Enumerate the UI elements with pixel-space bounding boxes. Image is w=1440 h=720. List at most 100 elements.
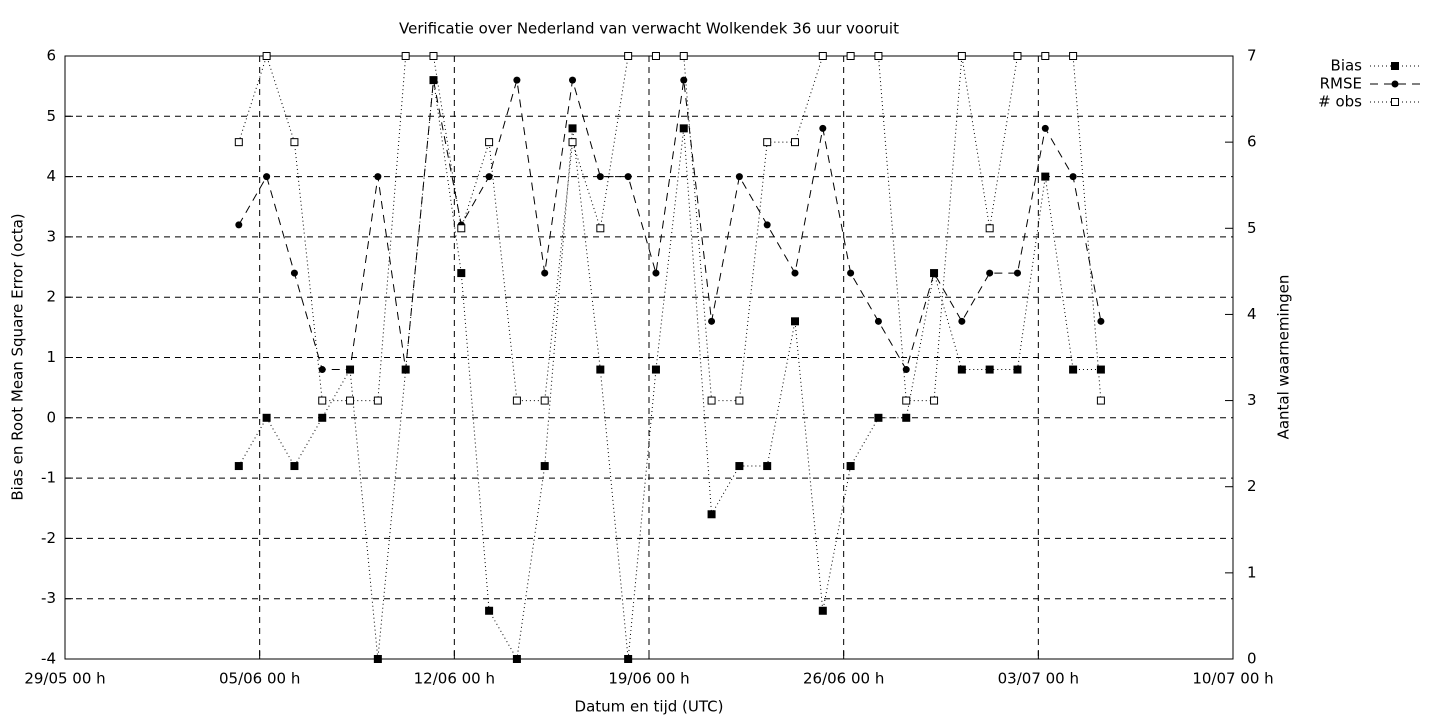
series-line (238, 54, 1102, 402)
data-point (540, 462, 549, 471)
data-point (1041, 124, 1049, 132)
legend-label: Bias (1331, 57, 1363, 75)
data-point (263, 173, 271, 181)
y2-tick-label: 2 (1247, 477, 1257, 495)
data-point (624, 655, 633, 663)
data-point (651, 52, 660, 60)
data-point (791, 138, 799, 147)
y2-tick-label: 3 (1247, 391, 1257, 409)
data-point (512, 396, 521, 405)
data-point (262, 52, 271, 60)
x-tick-label: 03/07 00 h (998, 670, 1079, 688)
data-point (457, 269, 466, 278)
data-point (596, 173, 604, 181)
data-point (402, 366, 410, 374)
y2-tick-label: 6 (1247, 133, 1257, 151)
data-point (290, 462, 299, 471)
data-point (902, 366, 910, 374)
data-point (1096, 365, 1105, 374)
data-point (791, 269, 799, 277)
data-point (679, 52, 688, 60)
x-tick-label: 05/06 00 h (219, 670, 300, 688)
data-point (818, 52, 827, 60)
data-point (290, 138, 299, 147)
legend-marker (1391, 80, 1399, 88)
legend-label: # obs (1318, 93, 1362, 111)
data-point (874, 52, 883, 60)
data-point (986, 269, 994, 277)
data-point (847, 269, 855, 277)
x-tick-label: 29/05 00 h (24, 670, 105, 688)
data-point (930, 396, 939, 405)
data-point (346, 396, 355, 405)
data-point (846, 462, 855, 471)
data-point (318, 396, 327, 405)
data-point (512, 655, 521, 663)
data-point (624, 52, 633, 60)
y-tick-label: -1 (41, 469, 56, 487)
data-point (513, 76, 521, 84)
data-point (985, 224, 994, 233)
data-point (429, 76, 437, 84)
data-point (1069, 365, 1078, 374)
data-point (679, 124, 688, 133)
data-point (596, 365, 605, 374)
data-point (763, 462, 772, 471)
y2-tick-label: 7 (1247, 47, 1257, 65)
data-point (763, 221, 771, 229)
data-point (541, 269, 549, 277)
series-line (238, 80, 1101, 661)
data-point (234, 138, 243, 147)
data-point (902, 413, 911, 422)
data-point (818, 606, 827, 615)
data-point (819, 124, 827, 132)
data-point (735, 173, 743, 181)
data-point (1097, 317, 1105, 325)
y-tick-label: 2 (46, 288, 56, 306)
x-tick-label: 19/06 00 h (608, 670, 689, 688)
data-point (1069, 52, 1078, 60)
chart-title: Verificatie over Nederland van verwacht … (399, 20, 899, 38)
data-point (763, 138, 772, 147)
data-point (234, 462, 243, 471)
data-point (985, 365, 994, 374)
y2-tick-label: 4 (1247, 305, 1257, 323)
data-point (791, 317, 799, 326)
data-point (735, 462, 744, 471)
data-point (373, 655, 382, 663)
data-point (930, 269, 938, 277)
data-point (429, 52, 438, 60)
data-point (1096, 396, 1105, 405)
data-point (707, 396, 716, 405)
y-tick-label: 6 (46, 47, 56, 65)
data-point (874, 413, 883, 422)
data-point (1041, 172, 1050, 181)
data-point (569, 76, 577, 84)
y2-tick-label: 1 (1247, 563, 1257, 581)
y2-axis-label: Aantal waarnemingen (1275, 275, 1293, 440)
data-point (680, 76, 688, 84)
data-point (624, 173, 632, 181)
data-point (596, 224, 605, 233)
data-point (485, 606, 494, 615)
y-tick-label: 4 (46, 167, 56, 185)
data-point (846, 52, 855, 60)
data-point (1013, 52, 1022, 60)
y-tick-label: 5 (46, 107, 56, 125)
data-point (568, 138, 577, 147)
data-point (651, 365, 660, 374)
data-point (318, 366, 326, 374)
x-axis-label: Datum en tijd (UTC) (575, 698, 724, 716)
y-tick-label: -2 (41, 529, 56, 547)
data-point (957, 52, 966, 60)
data-point (568, 124, 577, 133)
x-tick-label: 10/07 00 h (1192, 670, 1273, 688)
legend-marker (1391, 98, 1399, 106)
legend-marker (1391, 62, 1399, 70)
y2-tick-label: 5 (1247, 219, 1257, 237)
data-point (735, 396, 744, 405)
y-tick-label: 0 (46, 408, 56, 426)
data-point (485, 138, 494, 147)
